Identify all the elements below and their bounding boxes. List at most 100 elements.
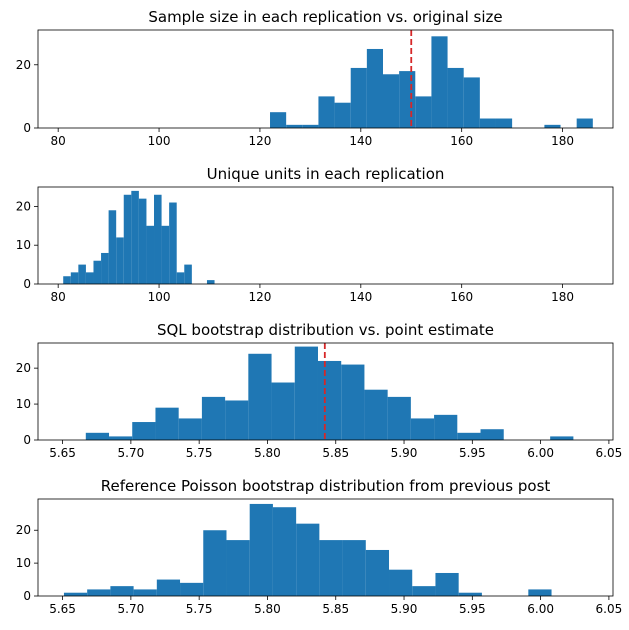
axes-frame — [37, 186, 614, 285]
histogram-bar — [123, 194, 132, 284]
x-tick-label: 5.70 — [118, 602, 145, 616]
histogram-bar — [154, 194, 162, 284]
histogram-bar — [528, 589, 552, 596]
histogram-panel-unique-units: Unique units in each replication 80 100 12… — [16, 165, 614, 304]
histogram-bar — [155, 407, 179, 440]
histogram-panel-poisson-bootstrap: Reference Poisson bootstrap distribution… — [16, 477, 623, 616]
x-tick-label: 5.95 — [459, 602, 486, 616]
histogram-bar — [463, 77, 480, 128]
histogram-bar — [431, 36, 448, 128]
histogram-bar — [550, 436, 574, 440]
x-tick-label: 5.65 — [49, 602, 76, 616]
y-tick-label: 10 — [16, 238, 31, 252]
x-tick-label: 120 — [248, 290, 271, 304]
histogram-bar — [201, 396, 226, 440]
y-axis: 0 20 — [16, 58, 38, 135]
histogram-bar — [399, 71, 416, 128]
histogram-bar — [272, 507, 297, 596]
y-tick-label: 20 — [16, 523, 31, 537]
panel-title: SQL bootstrap distribution vs. point est… — [157, 321, 494, 339]
x-tick-label: 5.80 — [254, 446, 281, 460]
y-tick-label: 20 — [16, 58, 31, 72]
bars — [270, 36, 593, 128]
histogram-bar — [294, 346, 318, 440]
x-tick-label: 100 — [148, 134, 171, 148]
panel-title: Sample size in each replication vs. orig… — [148, 8, 502, 26]
histogram-bar — [249, 503, 273, 596]
histogram-bar — [365, 549, 390, 596]
axes-frame — [37, 342, 614, 441]
histogram-bar — [138, 198, 147, 284]
y-tick-label: 10 — [16, 556, 31, 570]
histogram-panel-sql-bootstrap: SQL bootstrap distribution vs. point est… — [16, 321, 623, 460]
x-tick-label: 5.85 — [322, 446, 349, 460]
x-axis: 80 100 120 140 160 180 — [51, 128, 574, 148]
histogram-bar — [479, 118, 496, 128]
panel-title: Unique units in each replication — [207, 165, 445, 183]
histogram-bar — [286, 124, 303, 128]
x-axis: 5.65 5.70 5.75 5.80 5.85 5.90 5.95 6.00 6.05 — [49, 440, 622, 460]
x-tick-label: 5.95 — [459, 446, 486, 460]
y-tick-label: 0 — [23, 589, 31, 603]
y-axis: 0 10 20 — [16, 361, 38, 447]
bars — [85, 346, 574, 440]
y-axis: 0 10 20 — [16, 199, 38, 291]
histogram-bar — [447, 67, 464, 128]
histogram-bar — [270, 112, 287, 128]
x-tick-label: 6.05 — [596, 446, 623, 460]
y-tick-label: 0 — [23, 433, 31, 447]
histogram-bar — [576, 118, 593, 128]
histogram-bar — [226, 540, 250, 596]
histogram-bar — [271, 382, 295, 440]
x-tick-label: 80 — [51, 290, 66, 304]
histogram-bar — [169, 202, 177, 284]
x-tick-label: 5.80 — [254, 602, 281, 616]
histogram-bar — [146, 225, 155, 284]
histogram-bar — [63, 276, 71, 284]
y-axis: 0 10 20 — [16, 523, 38, 603]
x-tick-label: 160 — [450, 134, 473, 148]
histogram-bar — [225, 400, 249, 440]
histogram-bar — [110, 586, 134, 596]
y-tick-label: 20 — [16, 199, 31, 213]
histogram-bar — [544, 124, 561, 128]
x-tick-label: 5.90 — [391, 446, 418, 460]
x-tick-label: 140 — [349, 134, 372, 148]
histogram-bar — [341, 364, 365, 440]
x-axis: 80 100 120 140 160 180 — [51, 284, 574, 304]
histogram-bar — [176, 272, 185, 284]
histogram-bar — [184, 264, 192, 284]
histogram-bar — [387, 396, 411, 440]
histogram-bar — [133, 589, 157, 596]
histogram-bar — [132, 422, 156, 440]
histogram-bar — [131, 190, 139, 284]
bars — [63, 190, 215, 284]
histogram-bar — [161, 225, 170, 284]
histogram-bar — [108, 210, 117, 284]
x-tick-label: 180 — [551, 290, 574, 304]
x-tick-label: 6.05 — [596, 602, 623, 616]
histogram-bar — [206, 280, 215, 284]
histogram-bar — [178, 418, 202, 440]
histogram-bar — [296, 523, 320, 596]
histogram-bar — [319, 540, 343, 596]
x-tick-label: 5.75 — [186, 446, 213, 460]
x-tick-label: 80 — [51, 134, 66, 148]
histogram-bar — [458, 592, 482, 596]
panel-title: Reference Poisson bootstrap distribution… — [101, 477, 551, 495]
histogram-bar — [383, 74, 400, 128]
histogram-bar — [78, 264, 86, 284]
x-tick-label: 6.00 — [527, 446, 554, 460]
histogram-bar — [317, 360, 342, 440]
histogram-bar — [495, 118, 513, 128]
x-tick-label: 140 — [349, 290, 372, 304]
axes-frame — [37, 498, 614, 597]
x-axis: 5.65 5.70 5.75 5.80 5.85 5.90 5.95 6.00 6.05 — [49, 596, 622, 616]
x-tick-label: 120 — [248, 134, 271, 148]
histogram-bar — [101, 252, 109, 284]
histogram-bar — [180, 582, 204, 596]
histogram-bar — [85, 432, 110, 440]
x-tick-label: 5.85 — [322, 602, 349, 616]
x-tick-label: 5.70 — [118, 446, 145, 460]
